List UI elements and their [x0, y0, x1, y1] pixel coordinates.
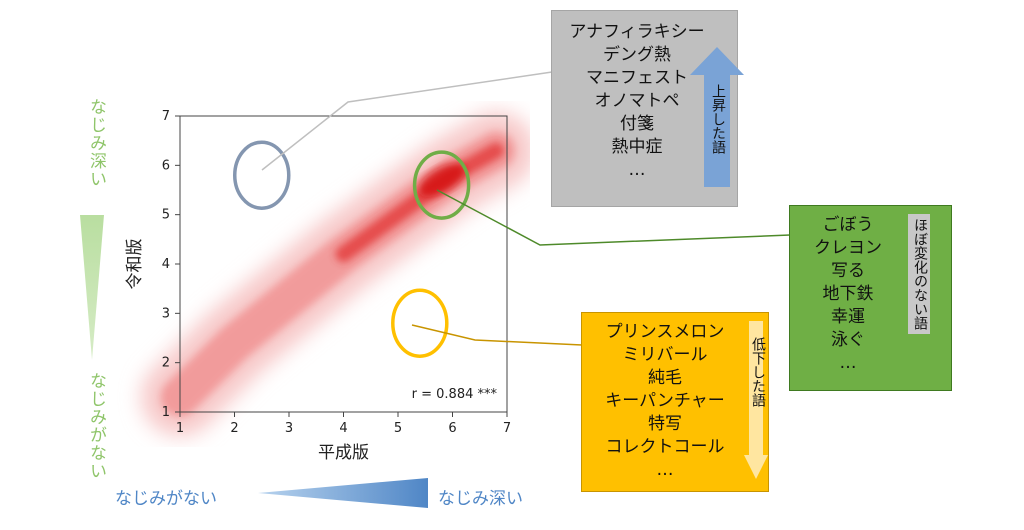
x-tick-label: 5 [394, 421, 402, 436]
fall-callout: プリンスメロン ミリバール 純毛 キーパンチャー 特写 コレクトコール … 低下… [581, 312, 769, 492]
list-item: 熱中症 [611, 137, 663, 157]
y-axis-label: 令和版 [125, 239, 145, 290]
y-tick-label: 1 [162, 405, 170, 420]
list-item: アナフィラキシー [569, 22, 705, 42]
list-item: 付箋 [620, 114, 654, 134]
vertical-bottom-label: なじみがない [86, 372, 106, 480]
list-item: マニフェスト [586, 68, 688, 88]
list-item: … [656, 460, 674, 480]
y-tick-label: 6 [162, 158, 170, 173]
vertical-wedge [80, 215, 104, 360]
x-tick-label: 4 [339, 421, 347, 436]
list-item: 写る [831, 261, 865, 281]
list-item: 純毛 [648, 368, 682, 388]
density-peak [418, 163, 465, 197]
y-tick-label: 4 [162, 257, 170, 272]
fall-arrow-icon [744, 321, 768, 479]
horizontal-wedge [258, 478, 428, 508]
y-axis-ticks: 1 2 3 4 5 6 7 [162, 109, 180, 420]
correlation-annotation: r = 0.884 *** [412, 387, 498, 402]
list-item: … [628, 160, 646, 180]
x-axis-ticks: 1 2 3 4 5 6 7 [176, 412, 511, 436]
list-item: 泳ぐ [831, 330, 865, 350]
y-tick-label: 5 [162, 208, 170, 223]
horizontal-right-label: なじみ深い [438, 489, 523, 509]
list-item: クレヨン [814, 238, 882, 258]
y-tick-label: 7 [162, 109, 170, 124]
stable-word-list: ごぼう クレヨン 写る 地下鉄 幸運 泳ぐ … [800, 214, 896, 375]
list-item: 地下鉄 [822, 284, 874, 304]
x-tick-label: 1 [176, 421, 184, 436]
highlight-circle-fall [391, 288, 449, 358]
fall-tag: 低下した語 [750, 337, 766, 407]
list-item: 幸運 [831, 307, 865, 327]
list-item: 特写 [648, 414, 682, 434]
list-item: オノマトペ [594, 91, 680, 111]
vertical-top-label: なじみ深い [86, 98, 106, 188]
list-item: デング熱 [603, 45, 671, 65]
list-item: コレクトコール [605, 437, 725, 457]
heatmap-plot: 1 2 3 4 5 6 7 1 2 3 4 5 6 7 平成版 令和版 r = 0.884 *** [125, 109, 530, 460]
x-tick-label: 3 [285, 421, 293, 436]
stable-callout: ごぼう クレヨン 写る 地下鉄 幸運 泳ぐ … ほぼ変化のない語 [789, 205, 952, 391]
stable-tag: ほぼ変化のない語 [908, 214, 930, 334]
list-item: … [839, 353, 857, 373]
list-item: ミリバール [622, 345, 708, 365]
x-tick-label: 2 [230, 421, 238, 436]
list-item: ごぼう [822, 215, 874, 235]
rise-tag: 上昇した語 [710, 84, 726, 154]
rise-callout: アナフィラキシー デング熱 マニフェスト オノマトペ 付箋 熱中症 … 上昇した… [551, 10, 744, 207]
horizontal-left-label: なじみがない [115, 489, 217, 509]
x-tick-label: 6 [448, 421, 456, 436]
rise-word-list: アナフィラキシー デング熱 マニフェスト オノマトペ 付箋 熱中症 … [562, 21, 712, 182]
y-tick-label: 2 [162, 356, 170, 371]
list-item: キーパンチャー [605, 391, 725, 411]
rise-arrow-icon [690, 47, 744, 187]
list-item: プリンスメロン [605, 322, 725, 342]
fall-word-list: プリンスメロン ミリバール 純毛 キーパンチャー 特写 コレクトコール … [590, 321, 740, 482]
highlight-circle-rise [233, 140, 291, 210]
x-tick-label: 7 [503, 421, 511, 436]
y-tick-label: 3 [162, 306, 170, 321]
x-axis-label: 平成版 [318, 443, 369, 460]
density-band [141, 111, 530, 437]
